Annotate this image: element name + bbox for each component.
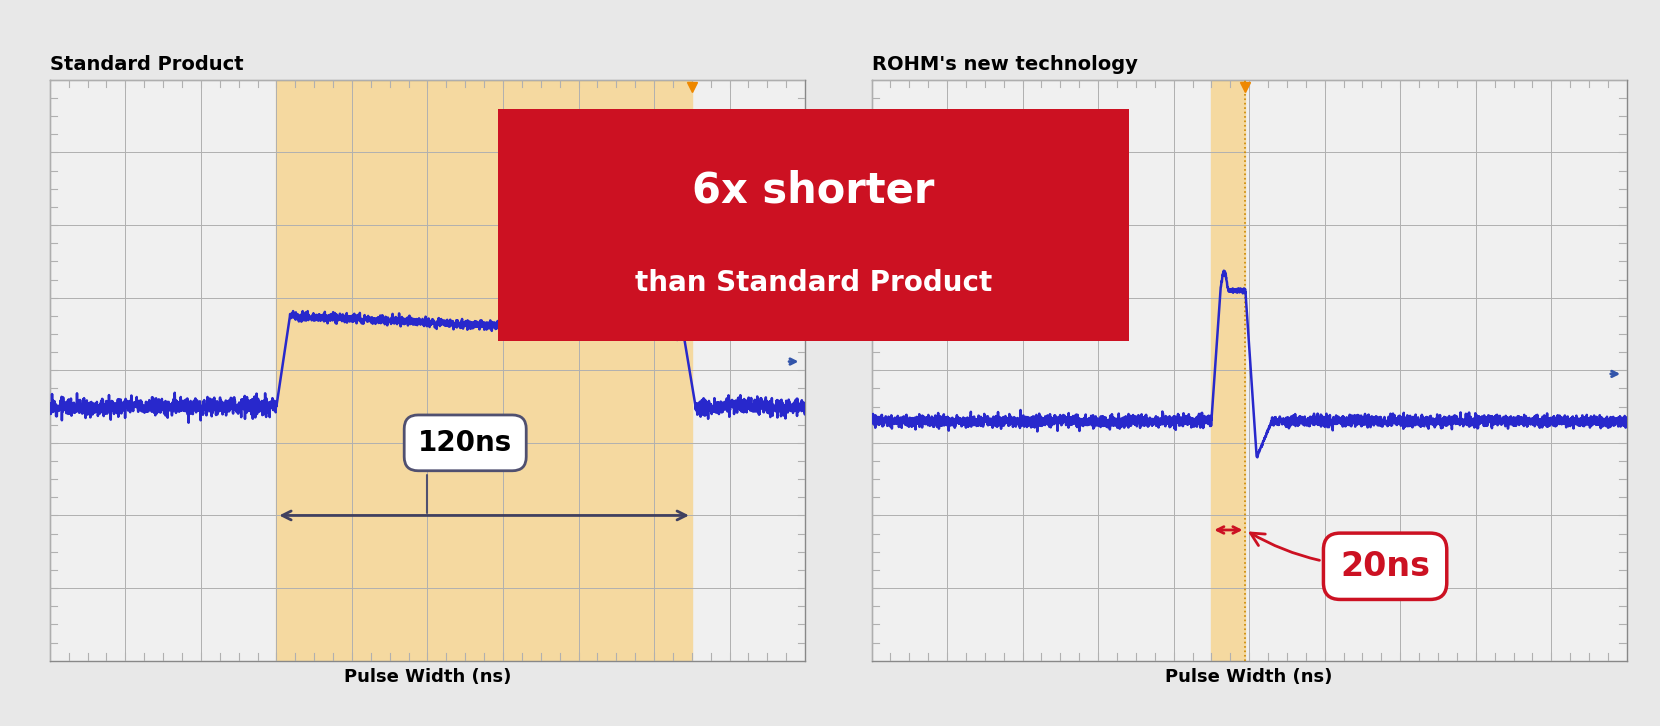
X-axis label: Pulse Width (ns): Pulse Width (ns) [344, 668, 511, 685]
Text: 120ns: 120ns [418, 429, 513, 513]
FancyBboxPatch shape [460, 95, 1167, 355]
X-axis label: Pulse Width (ns): Pulse Width (ns) [1165, 668, 1333, 685]
Text: than Standard Product: than Standard Product [634, 269, 993, 297]
Bar [276, 80, 692, 661]
Text: 20ns: 20ns [1250, 533, 1431, 583]
Text: Standard Product: Standard Product [50, 55, 244, 74]
Text: ROHM's new technology: ROHM's new technology [872, 55, 1137, 74]
Text: 6x shorter: 6x shorter [692, 169, 935, 211]
Bar [1212, 80, 1245, 661]
